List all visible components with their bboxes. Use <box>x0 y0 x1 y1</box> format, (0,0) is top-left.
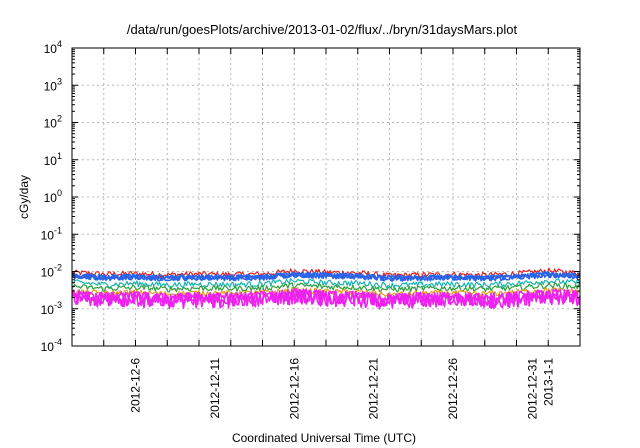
series-line <box>71 270 581 282</box>
x-tick-label: 2012-12-31 <box>525 358 539 420</box>
series-line <box>71 287 581 310</box>
chart-title: /data/run/goesPlots/archive/2013-01-02/f… <box>127 22 518 37</box>
ticks <box>71 47 581 347</box>
x-tick-labels: 2012-12-6 2012-12-11 2012-12-16 2012-12-21 2… <box>129 358 556 420</box>
y-tick-label: 10-4 <box>41 337 62 354</box>
y-tick-label: 10-3 <box>41 300 62 317</box>
series-line <box>71 271 581 282</box>
series-line <box>71 278 581 289</box>
y-tick-labels: 10-4 10-3 10-2 10-1 100 101 102 103 104 <box>41 39 62 354</box>
y-tick-label: 101 <box>44 151 62 168</box>
y-tick-label: 10-2 <box>41 263 62 280</box>
y-axis-label: cGy/day <box>17 175 31 219</box>
x-tick-label: 2013-1-1 <box>541 358 555 406</box>
series-line <box>71 282 581 293</box>
series-group <box>71 267 581 310</box>
y-tick-label: 103 <box>44 76 62 93</box>
x-tick-label: 2012-12-6 <box>129 358 143 413</box>
x-tick-label: 2012-12-21 <box>367 358 381 420</box>
x-tick-label: 2012-12-16 <box>287 358 301 420</box>
x-axis-label: Coordinated Universal Time (UTC) <box>232 431 416 445</box>
y-tick-label: 104 <box>44 39 62 56</box>
y-tick-label: 100 <box>44 188 62 205</box>
x-tick-label: 2012-12-26 <box>446 358 460 420</box>
x-tick-label: 2012-12-11 <box>208 358 222 419</box>
y-tick-label: 10-1 <box>41 225 62 242</box>
y-tick-label: 102 <box>44 114 62 131</box>
